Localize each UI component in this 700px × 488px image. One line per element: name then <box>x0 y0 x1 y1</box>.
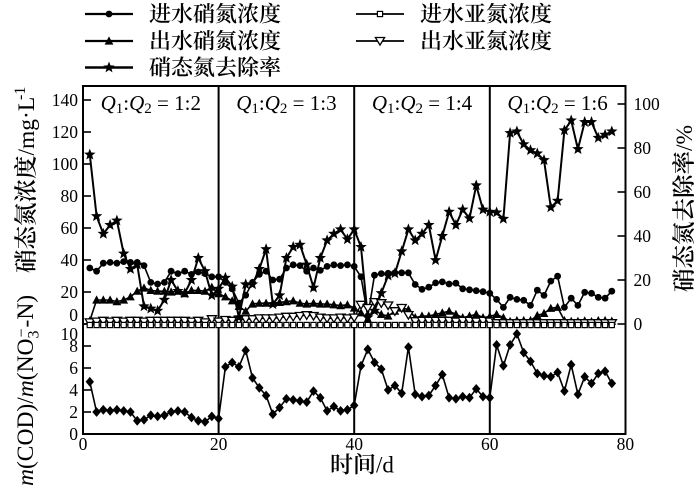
svg-text:20: 20 <box>634 270 652 290</box>
svg-text:80: 80 <box>61 186 79 206</box>
svg-text:20: 20 <box>61 282 79 302</box>
svg-text:−: − <box>14 328 31 337</box>
svg-text:80: 80 <box>634 138 652 158</box>
svg-text:20: 20 <box>210 434 228 454</box>
svg-text:3: 3 <box>26 331 43 339</box>
svg-text:m(COD)/m(NO: m(COD)/m(NO <box>13 338 39 486</box>
svg-text:40: 40 <box>61 250 79 270</box>
svg-text:2: 2 <box>69 402 78 422</box>
svg-text:140: 140 <box>52 90 79 110</box>
svg-text:40: 40 <box>345 434 363 454</box>
svg-text:4: 4 <box>69 380 78 400</box>
svg-text:/mg·L: /mg·L <box>14 97 40 156</box>
svg-text:/%: /% <box>672 125 698 151</box>
svg-text:0: 0 <box>79 434 88 454</box>
svg-text:0: 0 <box>69 424 78 444</box>
svg-text:40: 40 <box>634 226 652 246</box>
svg-text:0: 0 <box>69 305 78 325</box>
svg-text:6: 6 <box>69 358 78 378</box>
svg-text:60: 60 <box>61 218 79 238</box>
svg-text:60: 60 <box>634 182 652 202</box>
svg-text:10: 10 <box>61 324 79 344</box>
svg-text:Q1:Q2 = 1:2: Q1:Q2 = 1:2 <box>101 91 201 117</box>
svg-text:60: 60 <box>481 434 499 454</box>
svg-text:8: 8 <box>69 336 78 356</box>
svg-text:80: 80 <box>617 434 635 454</box>
svg-text:100: 100 <box>634 94 661 114</box>
svg-text:100: 100 <box>52 154 79 174</box>
svg-text:-1: -1 <box>12 87 29 100</box>
svg-text:120: 120 <box>52 122 79 142</box>
svg-text:-N): -N) <box>13 295 39 328</box>
svg-text:Q1:Q2 = 1:3: Q1:Q2 = 1:3 <box>236 91 336 117</box>
svg-text:Q1:Q2 = 1:6: Q1:Q2 = 1:6 <box>507 91 607 117</box>
svg-text:Q1:Q2 = 1:4: Q1:Q2 = 1:4 <box>372 91 473 117</box>
svg-text:0: 0 <box>634 314 643 334</box>
svg-text:/d: /d <box>376 453 394 478</box>
